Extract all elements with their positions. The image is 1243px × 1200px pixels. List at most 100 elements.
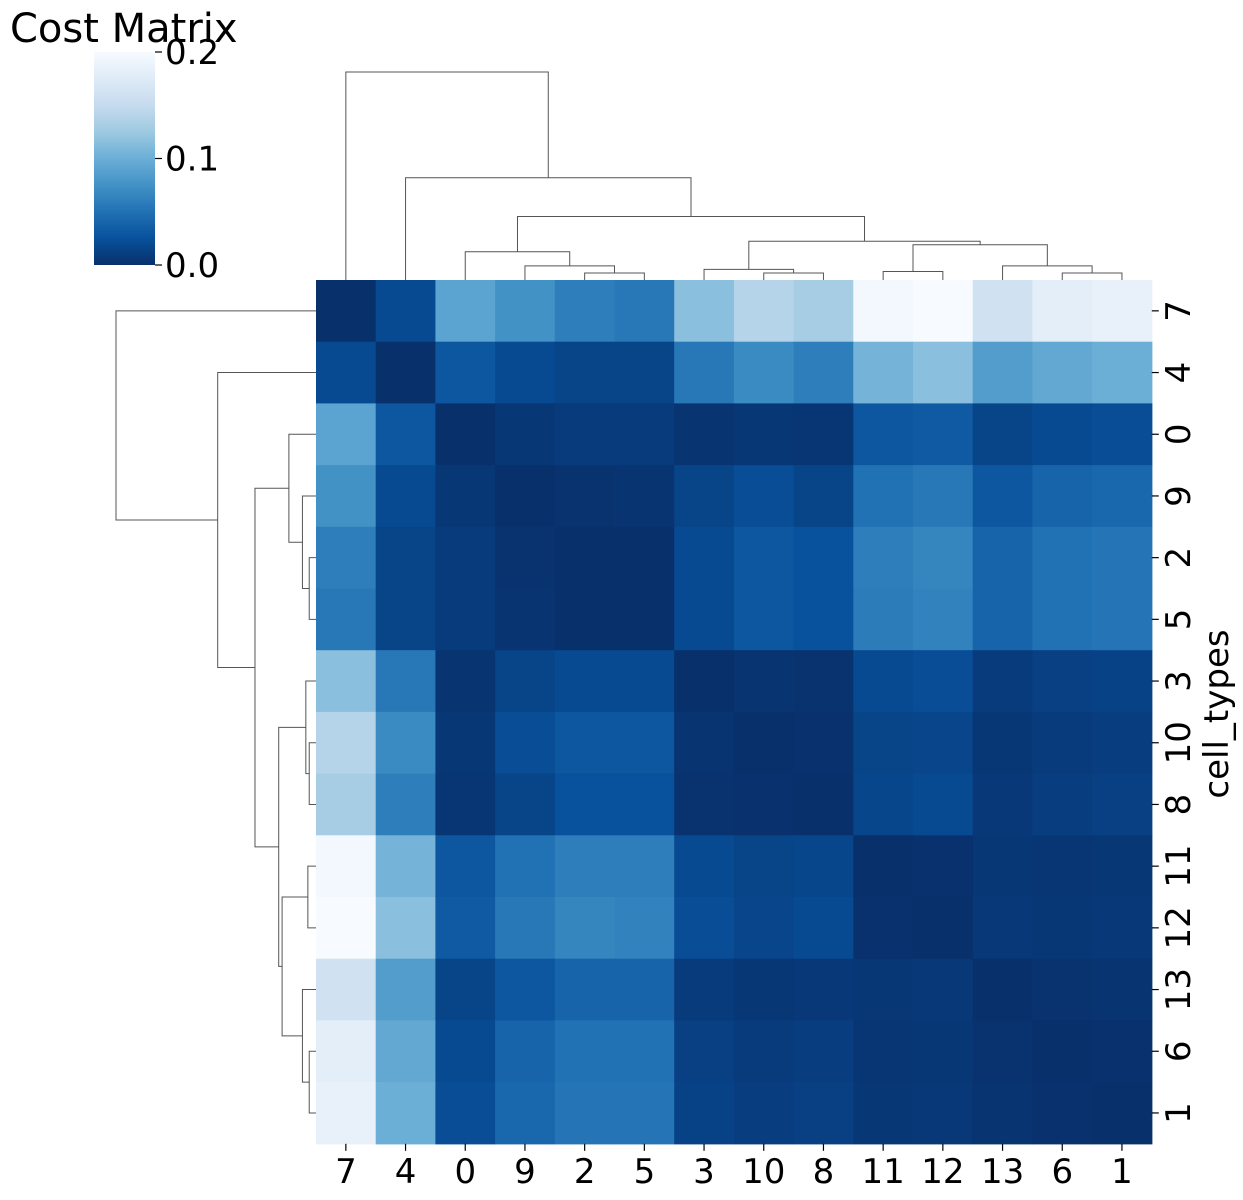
heatmap-cell-11-4 bbox=[375, 835, 436, 898]
heatmap-cell-6-0 bbox=[435, 1020, 496, 1083]
heatmap-cell-10-10 bbox=[733, 711, 795, 775]
x-tick-label: 8 bbox=[813, 1152, 835, 1192]
heatmap-cell-1-4 bbox=[375, 1082, 436, 1145]
y-tick-label: 12 bbox=[1159, 906, 1199, 949]
heatmap-cell-12-6 bbox=[1032, 897, 1093, 960]
heatmap-cell-4-12 bbox=[913, 341, 974, 404]
x-tick-label: 7 bbox=[335, 1152, 357, 1192]
heatmap-cell-12-4 bbox=[375, 897, 436, 960]
y-tick-label: 0 bbox=[1159, 423, 1199, 445]
heatmap-cell-2-11 bbox=[853, 526, 914, 590]
heatmap-cell-5-11 bbox=[853, 588, 914, 651]
y-tick-label: 11 bbox=[1159, 844, 1199, 887]
heatmap-cell-6-3 bbox=[674, 1020, 735, 1083]
heatmap-cell-12-5 bbox=[614, 897, 675, 960]
dendrogram-link bbox=[278, 726, 306, 967]
heatmap-cell-1-0 bbox=[435, 1082, 496, 1145]
heatmap-cell-6-5 bbox=[614, 1020, 675, 1083]
heatmap-cell-10-12 bbox=[913, 711, 974, 775]
heatmap-cell-3-5 bbox=[614, 650, 675, 713]
heatmap-cell-0-8 bbox=[793, 403, 854, 466]
heatmap-cell-13-11 bbox=[853, 958, 914, 1021]
heatmap-cell-5-7 bbox=[316, 588, 377, 651]
heatmap-cell-6-1 bbox=[1092, 1020, 1153, 1083]
heatmap-cell-9-1 bbox=[1092, 465, 1153, 528]
heatmap-cell-3-10 bbox=[733, 650, 795, 713]
heatmap-cell-6-12 bbox=[913, 1020, 974, 1083]
heatmap-cell-12-12 bbox=[913, 897, 974, 960]
heatmap-cell-1-2 bbox=[554, 1082, 616, 1145]
heatmap-cell-11-9 bbox=[495, 835, 556, 898]
heatmap-cell-3-0 bbox=[435, 650, 496, 713]
heatmap-cell-9-3 bbox=[674, 465, 735, 528]
heatmap-cell-7-10 bbox=[733, 280, 795, 343]
heatmap-cell-5-2 bbox=[554, 588, 616, 651]
heatmap-cell-10-4 bbox=[375, 711, 436, 775]
dendrogram-link bbox=[301, 989, 316, 1083]
heatmap-cell-0-9 bbox=[495, 403, 556, 466]
x-tick-label: 9 bbox=[514, 1152, 536, 1192]
dendrogram-link bbox=[912, 244, 1048, 272]
x-tick-label: 6 bbox=[1051, 1152, 1073, 1192]
heatmap-cell-7-5 bbox=[614, 280, 675, 343]
heatmap-cell-5-12 bbox=[913, 588, 974, 651]
heatmap-cell-5-10 bbox=[733, 588, 795, 651]
heatmap-cell-3-3 bbox=[674, 650, 735, 713]
colorbar: 0.0 0.1 0.2 bbox=[94, 33, 219, 286]
heatmap-cell-6-11 bbox=[853, 1020, 914, 1083]
heatmap-cell-7-6 bbox=[1032, 280, 1093, 343]
heatmap-cell-9-8 bbox=[793, 465, 854, 528]
colorbar-tick-label: 0.1 bbox=[165, 140, 219, 180]
heatmap-cell-6-2 bbox=[554, 1020, 616, 1083]
heatmap-cell-8-9 bbox=[495, 773, 556, 836]
heatmap-cell-8-0 bbox=[435, 773, 496, 836]
heatmap-cell-9-9 bbox=[495, 465, 556, 528]
dendrogram-link bbox=[281, 896, 308, 1037]
y-tick-label: 7 bbox=[1159, 300, 1199, 322]
heatmap-cell-9-7 bbox=[316, 465, 377, 528]
heatmap-cell-13-9 bbox=[495, 958, 556, 1021]
heatmap-cell-11-12 bbox=[913, 835, 974, 898]
heatmap-cell-12-9 bbox=[495, 897, 556, 960]
dendrogram-link bbox=[763, 272, 824, 280]
heatmap-cell-7-4 bbox=[375, 280, 436, 343]
heatmap-cell-11-11 bbox=[853, 835, 914, 898]
heatmap-cell-5-1 bbox=[1092, 588, 1153, 651]
heatmap-cell-7-11 bbox=[853, 280, 914, 343]
heatmap-cell-6-13 bbox=[972, 1020, 1033, 1083]
heatmap-cell-3-9 bbox=[495, 650, 556, 713]
heatmap-cell-10-2 bbox=[554, 711, 616, 775]
heatmap-cell-3-1 bbox=[1092, 650, 1153, 713]
heatmap-cells bbox=[316, 280, 1153, 1145]
x-tick-label: 4 bbox=[395, 1152, 417, 1192]
heatmap-cell-2-6 bbox=[1032, 526, 1093, 590]
heatmap-cell-9-2 bbox=[554, 465, 616, 528]
heatmap-cell-5-9 bbox=[495, 588, 556, 651]
heatmap-cell-4-7 bbox=[316, 341, 377, 404]
y-tick-label: 10 bbox=[1159, 721, 1199, 764]
heatmap-cell-11-6 bbox=[1032, 835, 1093, 898]
heatmap-cell-11-0 bbox=[435, 835, 496, 898]
heatmap-cell-0-4 bbox=[375, 403, 436, 466]
heatmap-cell-10-13 bbox=[972, 711, 1033, 775]
heatmap-cell-0-0 bbox=[435, 403, 496, 466]
heatmap-cell-2-0 bbox=[435, 526, 496, 590]
heatmap-cell-12-0 bbox=[435, 897, 496, 960]
dendrogram-link bbox=[584, 272, 645, 280]
heatmap-cell-3-6 bbox=[1032, 650, 1093, 713]
heatmap-cell-4-2 bbox=[554, 341, 616, 404]
heatmap-cell-9-10 bbox=[733, 465, 795, 528]
heatmap-cell-10-9 bbox=[495, 711, 556, 775]
heatmap-cell-12-10 bbox=[733, 897, 795, 960]
dendrogram-link bbox=[115, 310, 316, 521]
heatmap-cell-10-8 bbox=[793, 711, 854, 775]
heatmap-cell-10-6 bbox=[1032, 711, 1093, 775]
y-tick-label: 1 bbox=[1159, 1102, 1199, 1124]
heatmap-cell-13-1 bbox=[1092, 958, 1153, 1021]
row-dendrogram bbox=[115, 310, 316, 1114]
heatmap-cell-4-0 bbox=[435, 341, 496, 404]
heatmap-cell-8-12 bbox=[913, 773, 974, 836]
heatmap-cell-0-12 bbox=[913, 403, 974, 466]
heatmap-cell-7-8 bbox=[793, 280, 854, 343]
